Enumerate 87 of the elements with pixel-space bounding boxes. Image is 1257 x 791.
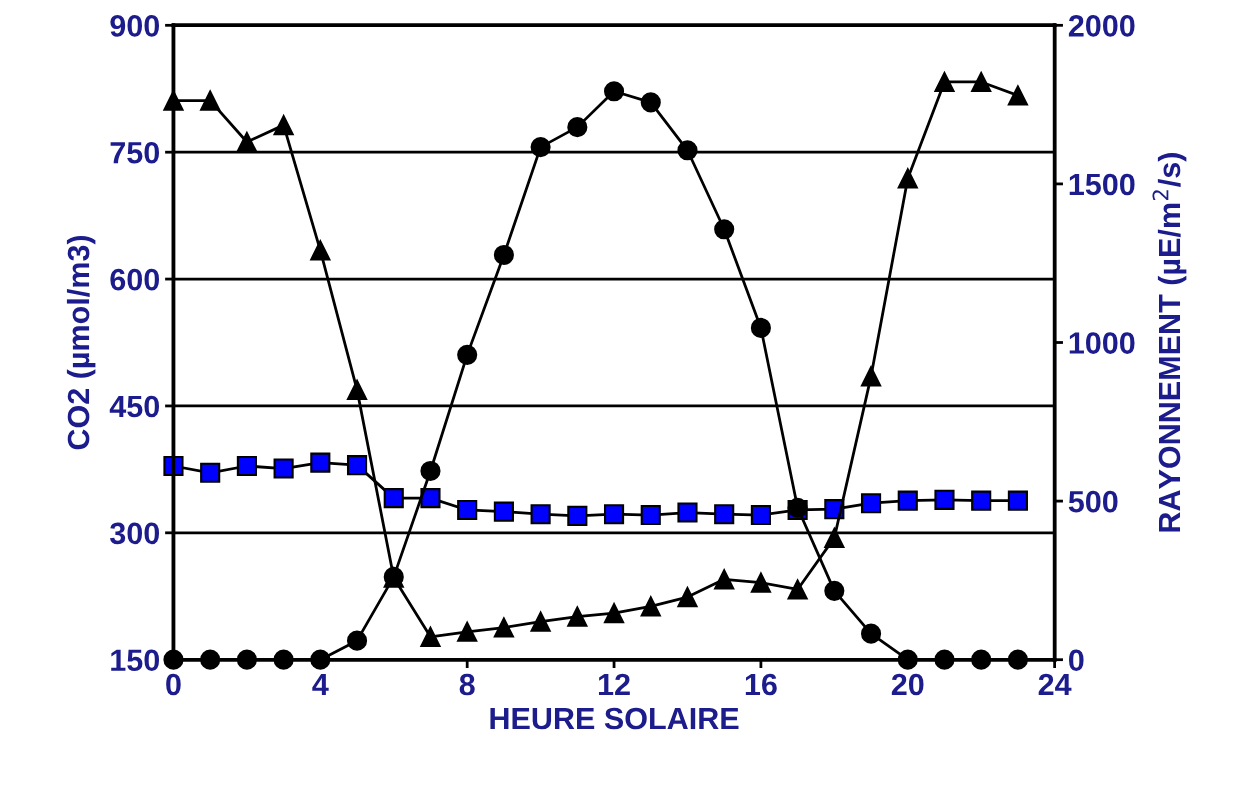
point <box>714 504 735 525</box>
point <box>750 317 771 338</box>
point <box>383 488 404 509</box>
y-tick-label: 900 <box>110 15 160 37</box>
point <box>897 649 918 670</box>
point <box>860 493 882 514</box>
point <box>530 611 551 632</box>
point <box>677 140 698 161</box>
point <box>1007 649 1028 670</box>
point <box>420 488 441 509</box>
y-tick-label: 600 <box>110 268 160 291</box>
point <box>897 168 918 189</box>
y-tick-label: 450 <box>109 395 160 418</box>
y2-tick-label: 500 <box>1068 490 1118 513</box>
point <box>750 572 771 593</box>
point <box>860 623 882 644</box>
point <box>346 379 368 400</box>
point <box>273 115 294 136</box>
point <box>163 649 184 670</box>
point <box>971 71 992 93</box>
point <box>567 117 588 138</box>
x-axis-title: HEURE SOLAIRE <box>490 707 739 730</box>
point <box>603 603 625 624</box>
y2-tick-label: 0 <box>1069 649 1084 672</box>
y-tick-label: 300 <box>110 522 160 545</box>
point <box>603 81 625 102</box>
point <box>714 219 735 240</box>
point <box>640 504 661 526</box>
point <box>493 244 514 266</box>
y2-tick-label: 2000 <box>1068 15 1135 37</box>
point <box>310 240 331 261</box>
point <box>163 455 184 477</box>
point <box>824 580 845 601</box>
point <box>971 649 992 670</box>
point <box>897 490 918 511</box>
point <box>346 630 368 651</box>
point <box>1007 85 1028 106</box>
x-tick-label: 12 <box>598 673 630 696</box>
point <box>200 462 221 483</box>
point <box>567 505 588 526</box>
point <box>567 606 588 627</box>
y-axis-title: CO2 (µmol/m3) <box>66 235 96 450</box>
point <box>971 490 992 511</box>
point <box>714 569 735 590</box>
x-tick-label: 20 <box>891 673 924 696</box>
point <box>236 649 257 670</box>
x-tick-label: 24 <box>1038 673 1072 696</box>
x-tick-label: 0 <box>166 673 181 696</box>
point <box>934 71 955 93</box>
point <box>493 501 514 522</box>
point <box>200 90 221 111</box>
y2-tick-label: 1500 <box>1069 173 1135 196</box>
point <box>530 137 551 158</box>
x-tick-label: 8 <box>459 673 475 696</box>
y2-axis-title: RAYONNEMENT (µE/m$^{2}$/s) <box>1152 153 1187 532</box>
point <box>236 455 257 477</box>
point <box>677 502 698 523</box>
point <box>346 455 368 476</box>
point <box>824 527 845 548</box>
point <box>273 649 294 670</box>
y-tick-label: 150 <box>111 649 160 672</box>
point <box>640 92 661 113</box>
point <box>677 587 698 608</box>
point <box>750 504 771 526</box>
y-tick-label: 750 <box>110 141 160 164</box>
point <box>934 489 955 510</box>
point <box>530 504 551 525</box>
point <box>420 626 441 647</box>
x-tick-label: 16 <box>745 673 777 696</box>
point <box>310 452 331 473</box>
point <box>934 649 955 670</box>
point <box>273 458 294 479</box>
point <box>493 617 514 638</box>
point <box>200 649 221 670</box>
point <box>457 621 478 642</box>
point <box>640 596 661 617</box>
point <box>603 504 625 525</box>
point <box>310 649 331 670</box>
point <box>236 131 257 153</box>
point <box>457 499 478 521</box>
point <box>420 460 441 482</box>
point <box>457 344 478 365</box>
point <box>1007 490 1028 511</box>
x-tick-label: 4 <box>312 674 329 696</box>
point <box>860 366 882 387</box>
y2-tick-label: 1000 <box>1069 332 1135 354</box>
point <box>787 579 808 600</box>
